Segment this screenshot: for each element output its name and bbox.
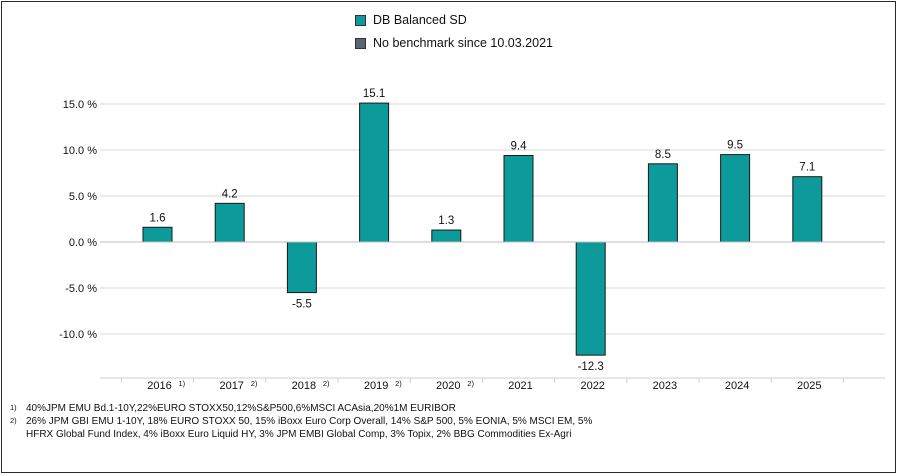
y-tick-label: 0.0 % xyxy=(69,237,97,249)
legend-label-fund: DB Balanced SD xyxy=(373,13,467,27)
legend-item-fund: DB Balanced SD xyxy=(355,13,467,27)
footnotes: 1) 40%JPM EMU Bd.1-10Y,22%EURO STOXX50,1… xyxy=(10,402,610,441)
y-tick-label: 10.0 % xyxy=(63,145,97,157)
x-tick-footnote-mark: 2) xyxy=(251,379,258,388)
x-tick-label: 2020 xyxy=(436,380,460,392)
x-tick-label: 2018 xyxy=(292,380,316,392)
x-tick-footnote-mark: 2) xyxy=(395,379,402,388)
x-tick-footnote-mark: 2) xyxy=(323,379,330,388)
x-tick-label: 2024 xyxy=(725,380,749,392)
data-label: 9.5 xyxy=(727,140,743,152)
legend-label-benchmark: No benchmark since 10.03.2021 xyxy=(373,36,553,50)
y-tick-label: -10.0 % xyxy=(59,329,97,341)
legend-swatch-benchmark xyxy=(355,37,366,49)
footnote-2-text: 26% JPM GBI EMU 1-10Y, 18% EURO STOXX 50… xyxy=(26,416,593,440)
bar xyxy=(647,163,678,243)
y-tick-label: 5.0 % xyxy=(69,191,97,203)
footnote-2: 2) 26% JPM GBI EMU 1-10Y, 18% EURO STOXX… xyxy=(10,415,610,441)
legend-item-benchmark: No benchmark since 10.03.2021 xyxy=(355,36,553,50)
bar xyxy=(142,226,173,243)
data-label: 15.1 xyxy=(363,88,385,100)
x-tick-label: 2017 xyxy=(219,380,243,392)
bar xyxy=(503,155,534,243)
x-tick-label: 2022 xyxy=(580,380,604,392)
footnote-1: 1) 40%JPM EMU Bd.1-10Y,22%EURO STOXX50,1… xyxy=(10,402,610,415)
data-label: -5.5 xyxy=(292,299,312,311)
x-tick-footnote-mark: 1) xyxy=(179,379,186,388)
legend-swatch-fund xyxy=(355,14,366,26)
bar xyxy=(431,229,462,243)
footnote-2-mark: 2) xyxy=(10,416,17,425)
data-label: 9.4 xyxy=(511,141,528,153)
y-tick-label: 15.0 % xyxy=(63,99,97,111)
x-tick-label: 2023 xyxy=(653,380,677,392)
bar xyxy=(575,241,606,356)
footnote-1-mark: 1) xyxy=(10,403,17,412)
data-label: -12.3 xyxy=(578,361,604,373)
y-tick-label: -5.0 % xyxy=(65,283,97,295)
x-tick-label: 2021 xyxy=(508,380,532,392)
footnote-1-text: 40%JPM EMU Bd.1-10Y,22%EURO STOXX50,12%S… xyxy=(26,403,456,414)
data-label: 1.6 xyxy=(150,212,166,224)
data-label: 4.2 xyxy=(222,188,238,200)
bar xyxy=(720,154,751,243)
bar xyxy=(792,176,823,243)
data-label: 1.3 xyxy=(438,215,454,227)
data-label: 8.5 xyxy=(655,149,671,161)
bar xyxy=(214,202,245,243)
bar xyxy=(286,241,317,294)
x-tick-label: 2025 xyxy=(797,380,821,392)
x-tick-label: 2019 xyxy=(364,380,388,392)
data-label: 7.1 xyxy=(799,162,815,174)
bar xyxy=(359,102,390,243)
x-tick-label: 2016 xyxy=(147,380,171,392)
x-tick-footnote-mark: 2) xyxy=(467,379,474,388)
